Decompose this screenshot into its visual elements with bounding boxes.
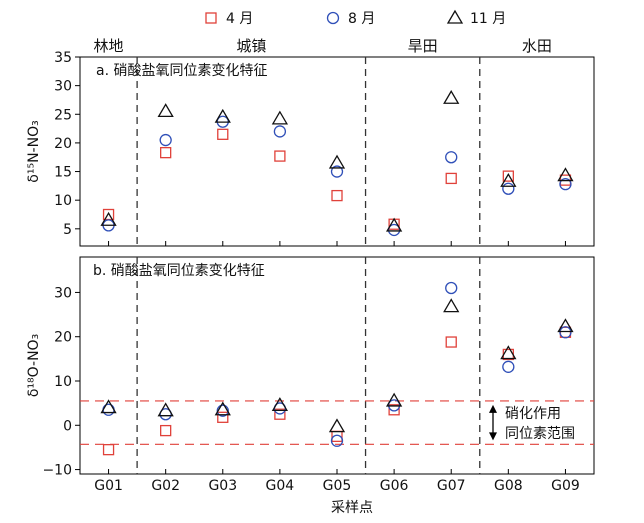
point-triangle-G07	[443, 298, 460, 313]
point-triangle-G05	[328, 154, 346, 169]
legend-square-marker	[205, 12, 217, 24]
y-tick-label: 30	[54, 79, 72, 95]
point-circle-G05	[330, 165, 344, 178]
region-label: 林地	[94, 37, 124, 55]
legend-circle-marker	[326, 11, 340, 25]
point-circle-G04	[273, 125, 287, 138]
point-triangle-G09	[557, 318, 574, 333]
y-tick-label: 30	[54, 285, 72, 301]
panel-b-plot: −10 0 10 20 30 δ¹⁸O-NO₃ b. 硝酸盐氧同位素变化特征硝化作用同位素范…	[26, 256, 595, 479]
region-label: 旱田	[408, 37, 438, 55]
point-square-G04	[274, 150, 286, 162]
range-arrow-head-down	[489, 432, 497, 441]
region-labels: 林地 城镇 旱田 水田	[94, 37, 552, 55]
region-label: 水田	[522, 37, 552, 55]
x-tick-label-G06: G06	[380, 478, 409, 494]
y-tick-label: −10	[42, 463, 72, 479]
annotation-text: 硝化作用	[505, 406, 561, 422]
point-triangle-G08	[500, 345, 517, 360]
point-triangle-G02	[157, 402, 174, 417]
point-square-G01	[102, 443, 115, 456]
point-triangle-G06	[385, 217, 403, 232]
panel-a-plot: 5 10 15 20 25 30 35 δ¹⁵N-NO₃ a. 硝酸盐氧同位素变化特征	[26, 50, 595, 247]
point-triangle-G08	[500, 172, 517, 187]
legend: 4 月 8 月 11 月	[205, 9, 506, 27]
point-circle-G09	[559, 326, 572, 339]
point-square-G07	[445, 336, 457, 348]
y-tick-label: 10	[54, 374, 72, 390]
legend-label: 8 月	[348, 11, 375, 27]
region-label: 城镇	[236, 37, 266, 55]
x-tick-label-G07: G07	[437, 478, 466, 494]
legend-triangle-marker	[446, 9, 464, 24]
panel-a-title: a. 硝酸盐氧同位素变化特征	[96, 63, 267, 79]
y-tick-label: 0	[63, 418, 72, 434]
point-triangle-G04	[271, 397, 289, 412]
y-tick-label: 20	[54, 330, 72, 346]
point-square-G08	[502, 170, 514, 182]
point-square-G06	[388, 404, 400, 416]
y-tick-label: 35	[54, 50, 72, 66]
point-circle-G03	[216, 404, 229, 417]
x-axis: G01 G02 G03 G04 G05 G06 G07 G08 G09	[94, 478, 580, 494]
point-triangle-G04	[271, 110, 289, 125]
x-tick-label-G02: G02	[151, 478, 180, 494]
range-arrow-head-up	[489, 404, 497, 413]
point-circle-G08	[502, 182, 515, 195]
point-square-G07	[445, 172, 457, 185]
legend-label: 4 月	[226, 11, 253, 27]
point-square-G02	[160, 146, 172, 159]
x-tick-label-G01: G01	[94, 478, 123, 494]
x-tick-label-G09: G09	[551, 478, 580, 494]
x-tick-label-G08: G08	[494, 478, 523, 494]
annotation-text: 同位素范围	[505, 425, 575, 442]
point-triangle-G07	[443, 89, 460, 104]
y-tick-label: 15	[54, 165, 72, 181]
point-triangle-G05	[328, 418, 346, 433]
y-tick-label: 20	[54, 136, 72, 152]
point-square-G05	[331, 189, 343, 202]
point-triangle-G06	[385, 392, 403, 407]
y-tick-label: 5	[63, 222, 72, 238]
point-circle-G08	[502, 360, 515, 373]
point-triangle-G09	[557, 167, 574, 182]
panel-b-title: b. 硝酸盐氧同位素变化特征	[93, 263, 265, 279]
panel-b-y-axis-title: δ¹⁸O-NO₃	[26, 334, 42, 397]
point-circle-G05	[330, 434, 344, 447]
y-tick-label: 10	[54, 193, 72, 209]
x-axis-title: 采样点	[331, 500, 373, 516]
point-square-G03	[217, 411, 229, 423]
point-triangle-G01	[100, 211, 117, 226]
point-circle-G07	[445, 281, 458, 295]
point-circle-G06	[387, 223, 401, 237]
point-triangle-G01	[100, 399, 117, 414]
point-circle-G07	[445, 151, 458, 164]
point-circle-G09	[559, 177, 572, 191]
point-triangle-G02	[157, 103, 174, 118]
x-tick-label-G05: G05	[323, 478, 352, 494]
point-circle-G02	[159, 133, 172, 147]
panel-a-y-axis-title: δ¹⁵N-NO₃	[26, 120, 42, 182]
point-square-G02	[160, 424, 172, 437]
x-tick-label-G03: G03	[208, 478, 237, 494]
legend-label: 11 月	[470, 11, 506, 27]
point-square-G03	[217, 128, 229, 140]
point-square-G04	[274, 408, 286, 420]
y-tick-label: 25	[54, 107, 72, 123]
x-tick-label-G04: G04	[266, 478, 295, 494]
point-triangle-G03	[214, 401, 231, 416]
plot-frame	[79, 56, 595, 247]
point-triangle-G03	[214, 108, 231, 123]
